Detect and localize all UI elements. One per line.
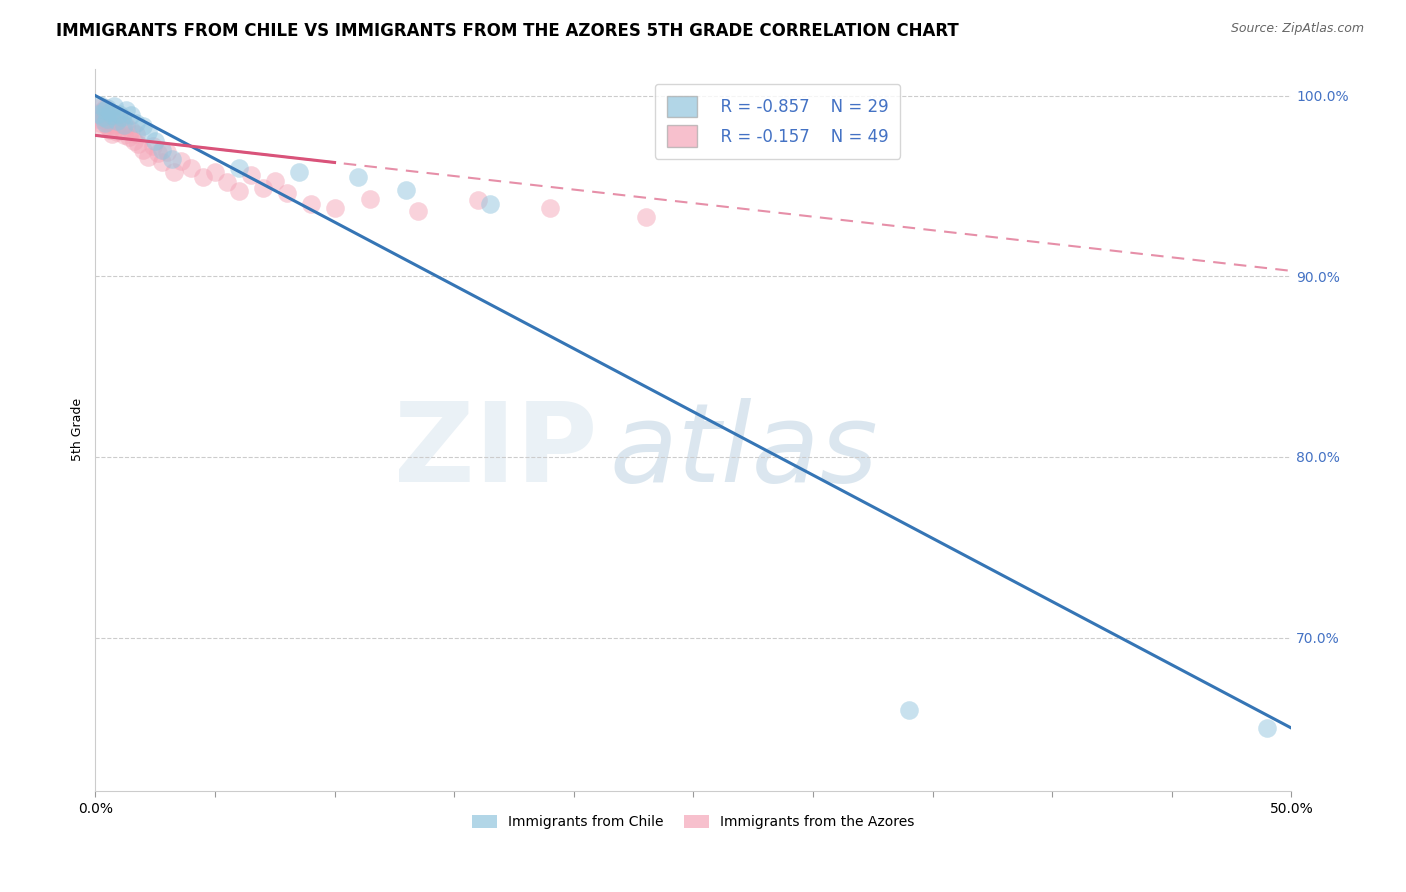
Point — [479, 197, 502, 211]
Point — [103, 118, 125, 132]
Point — [538, 201, 561, 215]
Point — [111, 111, 134, 125]
Point — [252, 181, 274, 195]
Point — [228, 161, 250, 175]
Point — [101, 114, 124, 128]
Point — [101, 127, 124, 141]
Point — [125, 116, 148, 130]
Point — [98, 111, 121, 125]
Point — [406, 204, 429, 219]
Point — [115, 120, 138, 134]
Point — [150, 143, 173, 157]
Point — [228, 185, 250, 199]
Point — [115, 103, 138, 117]
Point — [125, 127, 148, 141]
Point — [239, 168, 262, 182]
Point — [91, 111, 114, 125]
Point — [112, 118, 135, 132]
Point — [323, 201, 346, 215]
Text: ZIP: ZIP — [394, 398, 598, 505]
Point — [118, 130, 141, 145]
Text: IMMIGRANTS FROM CHILE VS IMMIGRANTS FROM THE AZORES 5TH GRADE CORRELATION CHART: IMMIGRANTS FROM CHILE VS IMMIGRANTS FROM… — [56, 22, 959, 40]
Point — [122, 134, 145, 148]
Point — [132, 143, 155, 157]
Point — [299, 197, 322, 211]
Point — [160, 152, 183, 166]
Point — [89, 97, 111, 112]
Point — [108, 111, 131, 125]
Point — [89, 104, 111, 119]
Point — [150, 155, 173, 169]
Point — [347, 169, 370, 184]
Point — [180, 161, 202, 175]
Point — [101, 108, 124, 122]
Point — [87, 106, 110, 120]
Point — [89, 116, 111, 130]
Point — [204, 164, 226, 178]
Point — [98, 104, 121, 119]
Point — [170, 153, 193, 168]
Point — [395, 183, 418, 197]
Point — [105, 125, 128, 139]
Point — [98, 123, 121, 137]
Point — [263, 173, 285, 187]
Point — [108, 106, 131, 120]
Legend: Immigrants from Chile, Immigrants from the Azores: Immigrants from Chile, Immigrants from t… — [467, 810, 921, 835]
Point — [1256, 721, 1278, 735]
Point — [634, 210, 657, 224]
Point — [163, 164, 186, 178]
Point — [91, 108, 114, 122]
Point — [143, 134, 166, 148]
Point — [136, 125, 159, 139]
Point — [105, 114, 128, 128]
Point — [142, 139, 165, 153]
Point — [120, 108, 142, 122]
Point — [96, 120, 118, 134]
Point — [127, 137, 149, 152]
Point — [94, 114, 117, 128]
Point — [112, 128, 135, 143]
Point — [467, 194, 489, 208]
Point — [96, 106, 118, 120]
Point — [146, 146, 169, 161]
Point — [91, 121, 114, 136]
Point — [94, 103, 117, 117]
Point — [359, 192, 381, 206]
Point — [136, 150, 159, 164]
Point — [156, 145, 179, 159]
Y-axis label: 5th Grade: 5th Grade — [72, 399, 84, 461]
Point — [111, 118, 134, 132]
Point — [120, 123, 142, 137]
Point — [897, 703, 920, 717]
Point — [191, 169, 214, 184]
Point — [96, 101, 118, 115]
Point — [87, 101, 110, 115]
Text: atlas: atlas — [610, 398, 879, 505]
Point — [215, 175, 238, 189]
Text: Source: ZipAtlas.com: Source: ZipAtlas.com — [1230, 22, 1364, 36]
Point — [103, 99, 125, 113]
Point — [287, 164, 309, 178]
Point — [276, 186, 298, 201]
Point — [96, 112, 118, 127]
Point — [132, 120, 155, 134]
Point — [94, 101, 117, 115]
Point — [87, 112, 110, 127]
Point — [94, 116, 117, 130]
